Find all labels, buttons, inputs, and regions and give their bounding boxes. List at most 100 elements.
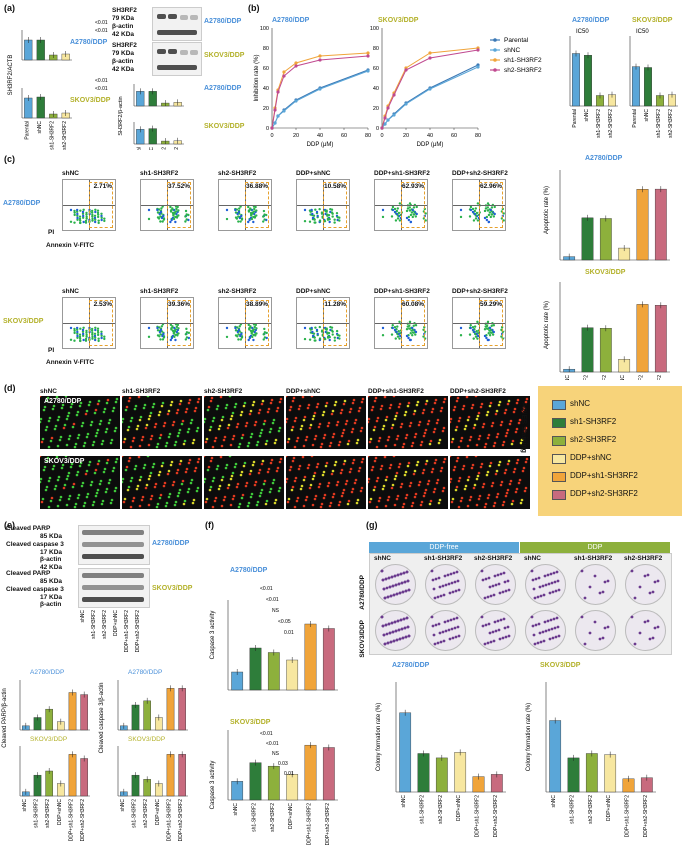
x-tick-label: 80 bbox=[365, 133, 371, 139]
tick-label: shNC bbox=[37, 121, 43, 134]
legend-swatch bbox=[552, 418, 566, 428]
tick-label: shNC bbox=[233, 803, 239, 816]
d-group-label: DDP+shNC bbox=[286, 388, 321, 395]
d-micrograph bbox=[450, 396, 530, 449]
e-charts: shNC sh1-SH3RF2 sh2-SH3RF2 DDP+shNC DDP+sh1-… bbox=[2, 610, 188, 842]
panel-b-label: (b) bbox=[248, 3, 260, 13]
series-point bbox=[282, 74, 286, 78]
legend-marker bbox=[493, 58, 497, 62]
e-ylabel-1: Cleaved PARP/β-actin bbox=[2, 688, 8, 747]
series-point bbox=[270, 126, 274, 130]
c-flow-percentage: 62.96% bbox=[479, 183, 502, 190]
lane-label: DDP+sh1-SH3RF2 bbox=[124, 610, 130, 653]
lane-label: DDP+sh2-SH3RF2 bbox=[135, 610, 141, 653]
c-group-label: DDP+shNC bbox=[296, 170, 331, 177]
bar bbox=[549, 720, 562, 793]
y-tick-label: 0 bbox=[376, 126, 379, 132]
series-line bbox=[271, 70, 369, 129]
bar bbox=[80, 758, 88, 797]
c-bars: shNC sh1-SH3RF2 sh2-SH3RF2 DDP+shNC DDP+sh1-… bbox=[559, 170, 670, 380]
lane-label: sh2-SH3RF2 bbox=[102, 610, 108, 639]
g-col-label: shNC bbox=[374, 555, 391, 562]
series-line bbox=[271, 55, 369, 129]
c-bar-ylabel-1: Apoptotic rate (%) bbox=[544, 186, 550, 234]
legend-marker bbox=[493, 48, 497, 52]
series-point bbox=[294, 64, 298, 68]
series-point bbox=[404, 102, 408, 106]
d-group-label: sh1-SH3RF2 bbox=[122, 388, 161, 395]
tick-label: shNC bbox=[565, 375, 571, 380]
g-col-label: sh1-SH3RF2 bbox=[424, 555, 463, 562]
x-tick-label: 60 bbox=[451, 133, 457, 139]
f-title-1: A2780/DDP bbox=[230, 567, 268, 574]
c-flow-plot: 37.52% bbox=[140, 179, 194, 231]
e-blot-skov3 bbox=[78, 568, 150, 608]
series-point bbox=[276, 90, 280, 94]
e-t1: A2780/DDP bbox=[30, 669, 64, 676]
tick-label: sh1-SH3RF2 bbox=[34, 799, 40, 828]
e-l6: 42 KDa bbox=[40, 564, 63, 571]
legend-swatch bbox=[552, 454, 566, 464]
legend-label: shNC bbox=[570, 399, 591, 408]
a-ylabel2: SH3RF2/β-actin bbox=[118, 96, 124, 135]
bar bbox=[68, 692, 77, 731]
a-quant-title-a2780: A2780/DDP bbox=[204, 85, 242, 92]
b-ic50-label-1: IC50 bbox=[576, 29, 589, 35]
c-bar-title-2: SKOV3/DDP bbox=[585, 269, 626, 276]
d-micrograph bbox=[204, 456, 284, 509]
bar bbox=[417, 753, 430, 793]
bar bbox=[249, 762, 262, 801]
series-point bbox=[428, 56, 432, 60]
bar bbox=[567, 757, 580, 793]
tick-label: DDP+shNC bbox=[620, 375, 626, 380]
d-micrograph bbox=[368, 456, 448, 509]
tick-label: DDP+sh2-SH3RF2 bbox=[493, 795, 499, 838]
legend-swatch bbox=[552, 490, 566, 500]
tick-label: sh1-SH3RF2 bbox=[252, 803, 258, 832]
c-group-label: shNC bbox=[62, 170, 79, 177]
tick-label: DDP+sh2-SH3RF2 bbox=[325, 803, 331, 846]
tick-label: Parental bbox=[136, 147, 142, 150]
tick-label: sh2-SH3RF2 bbox=[602, 375, 608, 380]
f-charts: A2780/DDP SKOV3/DDP Caspase 3 activity C… bbox=[210, 567, 338, 846]
series-point bbox=[380, 126, 384, 130]
g-dish bbox=[375, 564, 416, 605]
bar bbox=[599, 328, 612, 373]
a-bars-top bbox=[21, 30, 72, 61]
tick-label: Parental bbox=[572, 109, 578, 128]
e-lane-labels: shNC sh1-SH3RF2 sh2-SH3RF2 DDP+shNC DDP+sh1-… bbox=[80, 610, 141, 653]
b-title-1: A2780/DDP bbox=[272, 17, 310, 24]
a-skov3-title: SKOV3/DDP bbox=[70, 97, 111, 104]
panel-e-label: (e) bbox=[4, 520, 15, 530]
tick-label: sh1-SH3RF2 bbox=[420, 795, 426, 824]
bar bbox=[267, 652, 280, 691]
d-micrograph bbox=[286, 456, 366, 509]
tick-label: sh1-SH3RF2 bbox=[49, 121, 55, 150]
tick-label: sh2-SH3RF2 bbox=[45, 799, 51, 828]
tick-label: DDP+sh1-SH3RF2 bbox=[69, 799, 75, 842]
tick-label: sh2-SH3RF2 bbox=[668, 109, 674, 138]
a-sig-3: <0.01 bbox=[95, 78, 108, 84]
bar bbox=[68, 754, 77, 797]
tick-label: sh1-SH3RF2 bbox=[584, 375, 590, 380]
tick-label: shNC bbox=[22, 799, 28, 812]
a-blot-l3: β-actin bbox=[112, 23, 134, 30]
e-blot-title-2: SKOV3/DDP bbox=[152, 585, 193, 592]
tick-label: DDP+shNC bbox=[155, 799, 161, 825]
tick-label: DDP+sh2-SH3RF2 bbox=[178, 799, 184, 842]
e-l4: 17 KDa bbox=[40, 549, 63, 556]
e-l8: 85 KDa bbox=[40, 578, 63, 585]
c-group-label: sh2-SH3RF2 bbox=[218, 288, 257, 295]
x-tick-label: 60 bbox=[341, 133, 347, 139]
c-flow-plot: 59.29% bbox=[452, 297, 506, 349]
bar bbox=[80, 694, 88, 731]
a-blot-l7: β-actin bbox=[112, 58, 134, 65]
c-axis-pi-2: PI bbox=[48, 347, 55, 354]
y-tick-label: 40 bbox=[373, 86, 379, 92]
a-blot-l8: 42 KDa bbox=[112, 66, 135, 73]
bar bbox=[33, 774, 42, 797]
bar bbox=[249, 647, 262, 691]
d-micrograph bbox=[40, 456, 120, 509]
series-point bbox=[476, 65, 480, 69]
c-flow-percentage: 60.08% bbox=[401, 301, 424, 308]
